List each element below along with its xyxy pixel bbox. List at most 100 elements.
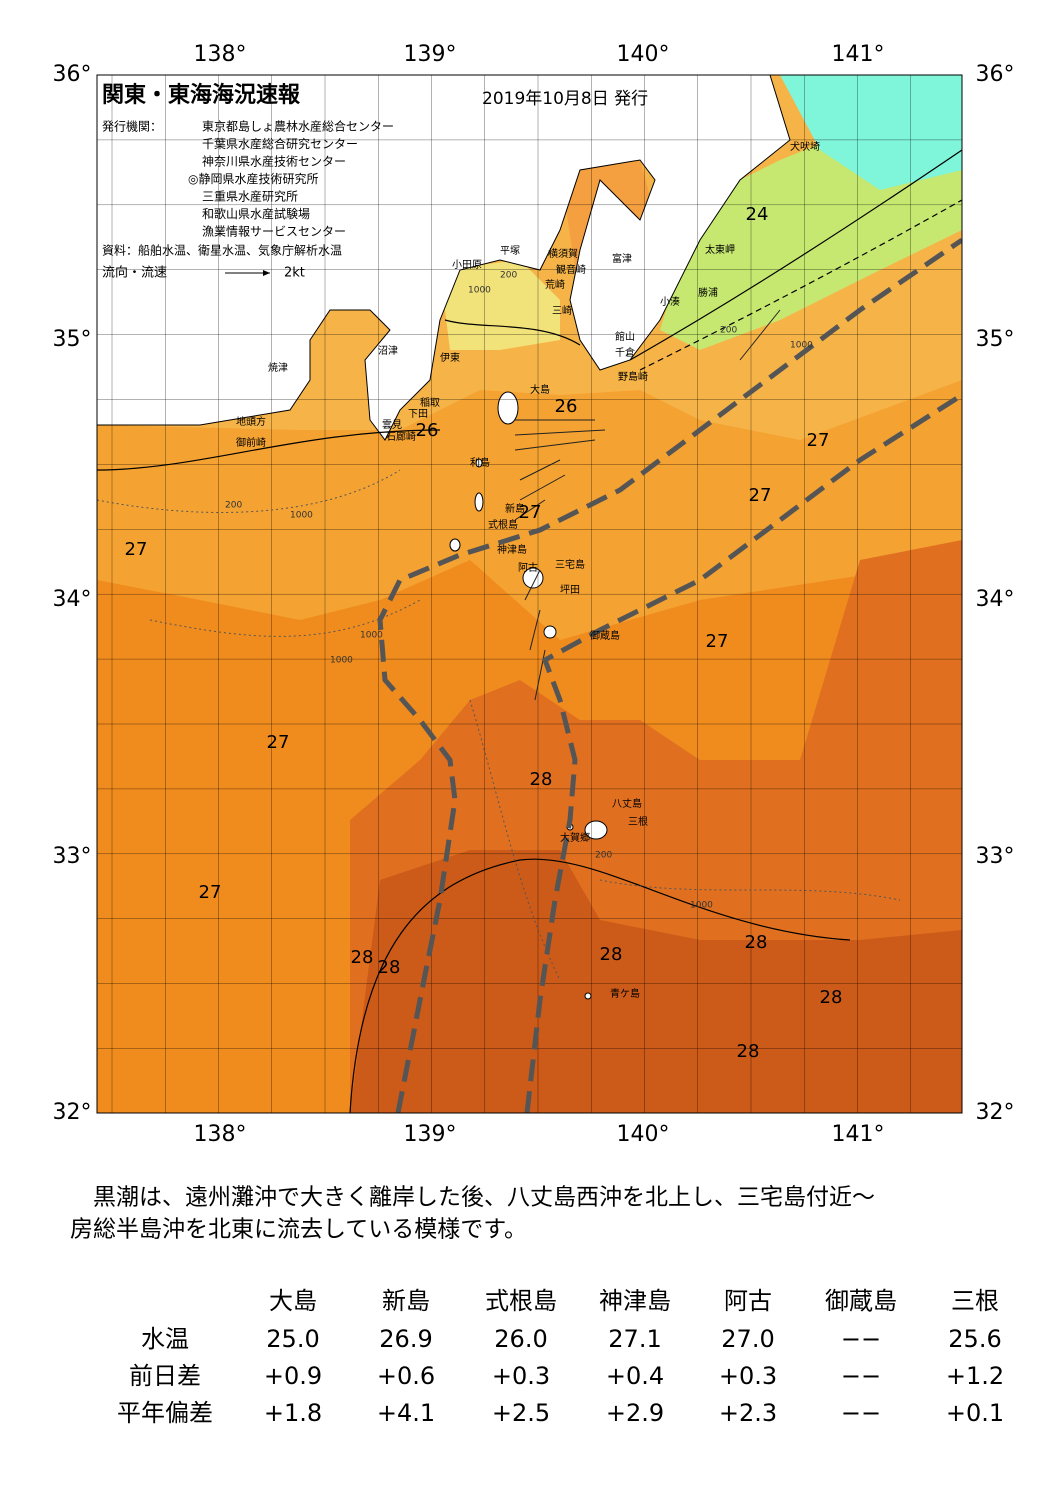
table-cell: −− bbox=[841, 1399, 881, 1427]
current-vectors bbox=[514, 309, 781, 701]
depth-label: 200 bbox=[720, 326, 737, 336]
place-name: 石廊崎 bbox=[386, 430, 416, 443]
place-name: 野島崎 bbox=[618, 370, 648, 383]
isotherm-label: 27 bbox=[807, 430, 830, 451]
issuer: 神奈川県水産技術センター bbox=[202, 154, 346, 169]
place-name: 沼津 bbox=[378, 344, 398, 357]
map-labels: 関東・東海海況速報 2019年10月8日 発行 発行機関： 資料：船舶水温、衛星… bbox=[102, 82, 648, 281]
island bbox=[543, 625, 557, 639]
isotherm-label: 28 bbox=[378, 957, 401, 978]
depth-label: 200 bbox=[500, 271, 517, 281]
island bbox=[497, 391, 519, 425]
lat-label: 36° bbox=[976, 62, 1015, 87]
place-name: 地頭方 bbox=[236, 415, 266, 428]
isotherm-label: 28 bbox=[737, 1041, 760, 1062]
place-name: 小湊 bbox=[660, 295, 680, 308]
place-name: 勝浦 bbox=[698, 286, 718, 299]
table-cell: +2.3 bbox=[719, 1399, 777, 1427]
row-label: 水温 bbox=[141, 1325, 189, 1353]
place-name: 太東岬 bbox=[705, 243, 735, 256]
table-header: 御蔵島 bbox=[825, 1287, 897, 1315]
lon-label: 138° bbox=[194, 1122, 247, 1147]
place-name: 富津 bbox=[612, 252, 632, 265]
table-cell: 26.0 bbox=[494, 1325, 547, 1353]
table-cell: −− bbox=[841, 1325, 881, 1353]
map bbox=[97, 75, 962, 1113]
scale-arrowhead bbox=[263, 270, 270, 276]
lon-label: 141° bbox=[832, 1122, 885, 1147]
table-cell: −− bbox=[841, 1362, 881, 1390]
place-name: 伊東 bbox=[440, 351, 460, 364]
place-name: 稲取 bbox=[420, 397, 440, 409]
lon-label: 139° bbox=[404, 1122, 457, 1147]
lat-label: 34° bbox=[53, 587, 92, 612]
table-cell: +0.4 bbox=[606, 1362, 664, 1390]
table-header: 阿古 bbox=[724, 1287, 772, 1315]
isotherm-label: 27 bbox=[267, 732, 290, 753]
table-cell: +0.3 bbox=[492, 1362, 550, 1390]
isotherm-label: 28 bbox=[820, 987, 843, 1008]
depth-label: 1000 bbox=[468, 286, 491, 296]
place-name: 三宅島 bbox=[555, 558, 585, 571]
isotherm-label: 24 bbox=[746, 204, 769, 225]
place-name: 平塚 bbox=[500, 245, 520, 257]
map-frame bbox=[96, 74, 963, 1114]
table-header: 式根島 bbox=[485, 1287, 557, 1315]
place-name: 三崎 bbox=[552, 304, 572, 317]
place-name: 下田 bbox=[408, 409, 428, 420]
place-name: 利島 bbox=[470, 456, 490, 469]
isotherm-label: 27 bbox=[125, 539, 148, 560]
lat-label: 32° bbox=[53, 1100, 92, 1125]
issuer-label: 発行機関： bbox=[102, 119, 162, 134]
place-name: 横須賀 bbox=[548, 247, 578, 260]
place-name: 御前崎 bbox=[236, 436, 266, 449]
island bbox=[474, 492, 484, 512]
sources: 資料：船舶水温、衛星水温、気象庁解析水温 bbox=[102, 243, 342, 258]
row-label: 前日差 bbox=[129, 1362, 201, 1390]
place-name: 小田原 bbox=[452, 259, 482, 271]
table-header: 大島 bbox=[269, 1287, 317, 1315]
depth-label: 200 bbox=[595, 851, 612, 861]
date: 2019年10月8日 発行 bbox=[482, 89, 648, 109]
table-cell: 27.1 bbox=[608, 1325, 661, 1353]
lon-label: 139° bbox=[404, 42, 457, 67]
lat-label: 32° bbox=[976, 1100, 1015, 1125]
place-name: 神津島 bbox=[497, 543, 527, 556]
place-name: 千倉 bbox=[615, 346, 635, 359]
table-cell: +0.3 bbox=[719, 1362, 777, 1390]
place-name: 焼津 bbox=[268, 362, 288, 374]
current-scale: 2kt bbox=[284, 266, 305, 281]
place-name: 観音崎 bbox=[556, 263, 586, 276]
commentary: 黒潮は、遠州灘沖で大きく離岸した後、八丈島西沖を北上し、三宅島付近～ bbox=[93, 1185, 875, 1211]
isotherm-label: 28 bbox=[351, 947, 374, 968]
place-name: 新島 bbox=[505, 502, 525, 515]
isotherm-label: 27 bbox=[706, 631, 729, 652]
island bbox=[475, 458, 483, 468]
table-header: 神津島 bbox=[599, 1287, 671, 1315]
table-cell: +2.5 bbox=[492, 1399, 550, 1427]
issuer: 漁業情報サービスセンター bbox=[202, 225, 346, 239]
lon-label: 140° bbox=[617, 42, 670, 67]
sea-sagami bbox=[440, 260, 560, 350]
place-name: 荒崎 bbox=[545, 278, 565, 291]
place-name: 式根島 bbox=[488, 518, 518, 531]
place-name: 大賀郷 bbox=[560, 831, 590, 844]
table-cell: 25.0 bbox=[266, 1325, 319, 1353]
issuer: 三重県水産研究所 bbox=[202, 189, 298, 204]
table-cell: +1.8 bbox=[264, 1399, 322, 1427]
place-name: 坪田 bbox=[560, 583, 580, 596]
isotherm-label: 26 bbox=[416, 420, 439, 441]
lat-label: 36° bbox=[53, 62, 92, 87]
table-cell: +0.9 bbox=[264, 1362, 322, 1390]
table-cell: +0.1 bbox=[946, 1399, 1004, 1427]
place-name: 阿古 bbox=[518, 561, 538, 574]
table-header: 三根 bbox=[951, 1287, 999, 1315]
lat-label: 34° bbox=[976, 587, 1015, 612]
table-cell: 25.6 bbox=[948, 1325, 1001, 1353]
lat-label: 33° bbox=[53, 844, 92, 869]
depth-label: 1000 bbox=[790, 341, 813, 351]
isotherm-label: 28 bbox=[600, 944, 623, 965]
sea-hot bbox=[350, 850, 962, 1113]
isotherms bbox=[97, 149, 962, 1113]
issuer: 和歌山県水産試験場 bbox=[202, 206, 310, 221]
